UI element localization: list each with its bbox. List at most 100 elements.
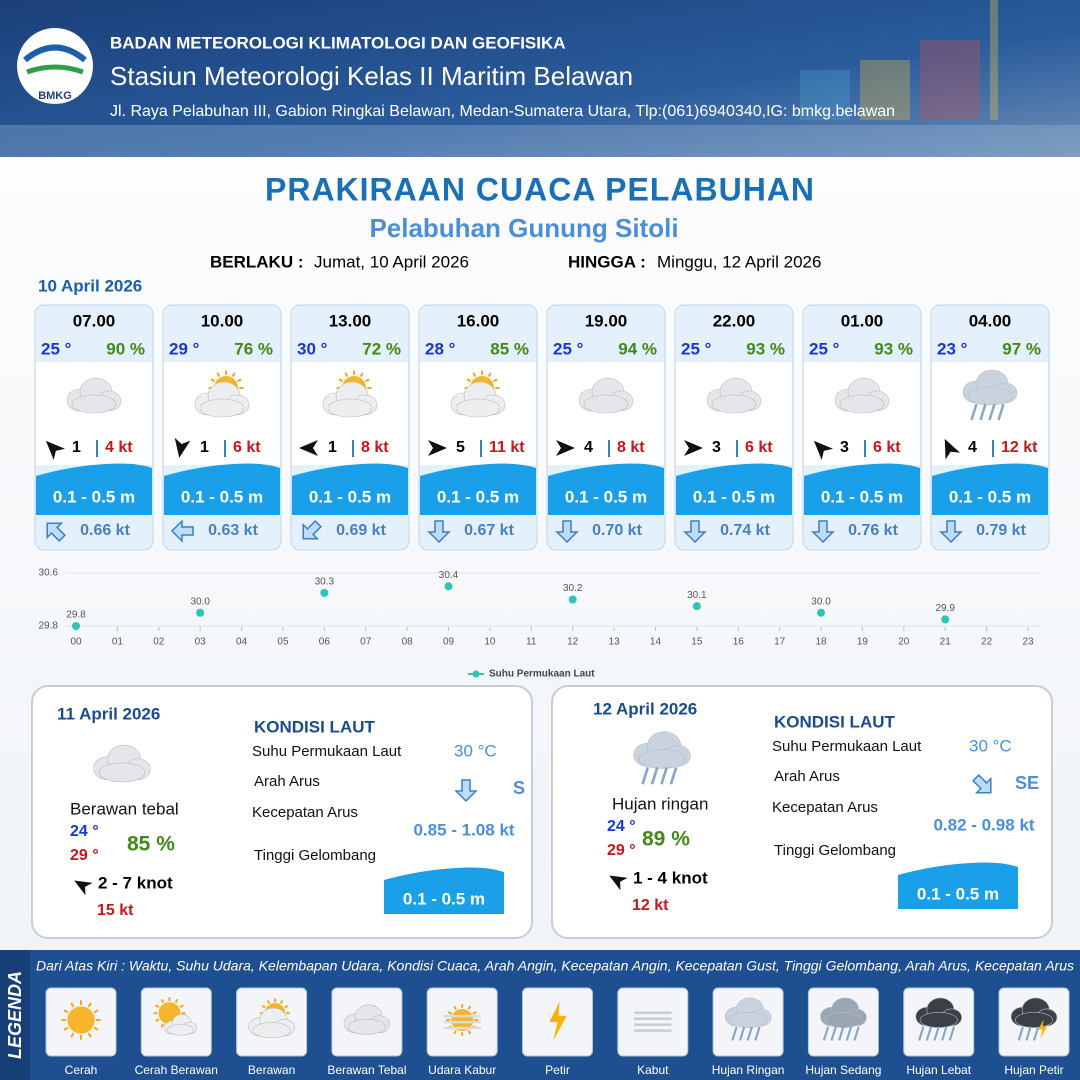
day-date: 12 April 2026 (593, 699, 697, 718)
weather-icon (578, 377, 634, 414)
wind-range: 2 - 7 knot (98, 873, 173, 892)
weather-icon (549, 1001, 567, 1041)
sun-ray (210, 378, 216, 383)
validity-to: Minggu, 12 April 2026 (657, 252, 821, 271)
x-tick-label: 03 (195, 637, 207, 648)
wind-speed: 4 (968, 439, 977, 456)
cloud-part (199, 398, 245, 418)
fog (634, 1029, 672, 1032)
fog (634, 1017, 672, 1020)
time: 13.00 (329, 311, 372, 330)
sun-ray (266, 999, 271, 1004)
data-point (817, 608, 826, 617)
temp-min: 24 ° (607, 818, 636, 835)
cloud-part (347, 1018, 386, 1035)
label: Tinggi Gelombang (774, 842, 896, 859)
weather-icon (153, 997, 197, 1036)
validity-label: BERLAKU : (210, 252, 304, 271)
weather-icon (450, 370, 506, 418)
data-label: 30.1 (687, 590, 707, 601)
x-tick-label: 20 (898, 637, 910, 648)
x-tick-label: 02 (153, 637, 165, 648)
rain (845, 1026, 853, 1041)
cloud-part (839, 394, 885, 414)
x-tick-label: 07 (360, 637, 372, 648)
rain (1032, 1026, 1040, 1041)
wind-range: 1 - 4 knot (633, 868, 708, 887)
time: 07.00 (73, 311, 116, 330)
current-speed: 0.67 kt (464, 522, 514, 539)
data-label: 29.8 (66, 610, 86, 621)
gust-speed: 4 kt (105, 439, 133, 456)
rain (979, 403, 987, 421)
cloud-part (638, 749, 686, 769)
x-tick-label: 00 (70, 637, 82, 648)
label: Kecepatan Arus (252, 804, 358, 821)
humidity: 94 % (618, 339, 657, 358)
sun-ray (492, 378, 498, 383)
x-tick-label: 16 (733, 637, 745, 648)
wave-band (676, 463, 792, 515)
legend-item: Hujan Lebat (906, 1063, 971, 1077)
time: 10.00 (201, 311, 244, 330)
sun (67, 1006, 95, 1034)
cloud-part (824, 1012, 863, 1028)
weather-icon (1010, 997, 1058, 1041)
gust-speed: 8 kt (617, 439, 645, 456)
current-arrow (454, 779, 478, 803)
cloud-part (252, 1022, 291, 1039)
air-temperature: 25 ° (553, 339, 584, 358)
x-tick-label: 01 (112, 637, 124, 648)
wave-height: 0.1 - 0.5 m (437, 487, 519, 506)
legend-item: Udara Kabur (428, 1063, 496, 1077)
sun-ray (236, 378, 242, 383)
wave-band (420, 463, 536, 515)
sun-ray (93, 1009, 99, 1014)
wave-band (292, 463, 408, 515)
sun-ray (359, 372, 364, 378)
x-tick-label: 14 (650, 637, 662, 648)
x-tick-label: 23 (1022, 637, 1034, 648)
x-tick-label: 12 (567, 637, 579, 648)
sun-ray (216, 372, 221, 378)
rain (948, 1026, 956, 1041)
current-arrow (302, 520, 322, 540)
air-temperature: 25 ° (681, 339, 712, 358)
sun-ray (453, 1005, 457, 1010)
y-tick-label: 30.6 (39, 568, 59, 579)
wave-height: 0.1 - 0.5 m (403, 889, 485, 908)
weather-icon (834, 377, 890, 414)
legend-item: Berawan (248, 1063, 295, 1077)
lightning (549, 1001, 567, 1041)
wind-arrow (684, 440, 703, 456)
wind-arrow (74, 880, 93, 896)
logo-wave (26, 64, 84, 75)
address: Jl. Raya Pelabuhan III, Gabion Ringkai B… (110, 103, 895, 120)
rain (830, 1026, 837, 1041)
wind-arrow (45, 440, 66, 461)
sun-ray (70, 1002, 75, 1008)
logo-arc (23, 44, 87, 63)
humidity: 76 % (234, 339, 273, 358)
weather-icon (343, 1004, 391, 1035)
humidity: 90 % (106, 339, 145, 358)
rain (822, 1026, 830, 1041)
x-tick-label: 18 (815, 637, 827, 648)
wind-arrow (944, 438, 961, 460)
current-speed: 0.66 kt (80, 522, 130, 539)
label: Tinggi Gelombang (254, 847, 376, 864)
legend-item: Berawan Tebal (327, 1063, 406, 1077)
x-tick-label: 08 (402, 637, 414, 648)
air-temperature: 28 ° (425, 339, 456, 358)
x-tick-label: 09 (443, 637, 455, 648)
weather-icon (194, 370, 250, 418)
wind-arrow (556, 440, 575, 456)
sun-ray (261, 1004, 266, 1009)
current-arrow (683, 520, 707, 544)
rain (853, 1026, 860, 1041)
wind-arrow (174, 437, 191, 458)
x-tick-label: 04 (236, 637, 248, 648)
time: 19.00 (585, 311, 628, 330)
wave-height: 0.1 - 0.5 m (565, 487, 647, 506)
